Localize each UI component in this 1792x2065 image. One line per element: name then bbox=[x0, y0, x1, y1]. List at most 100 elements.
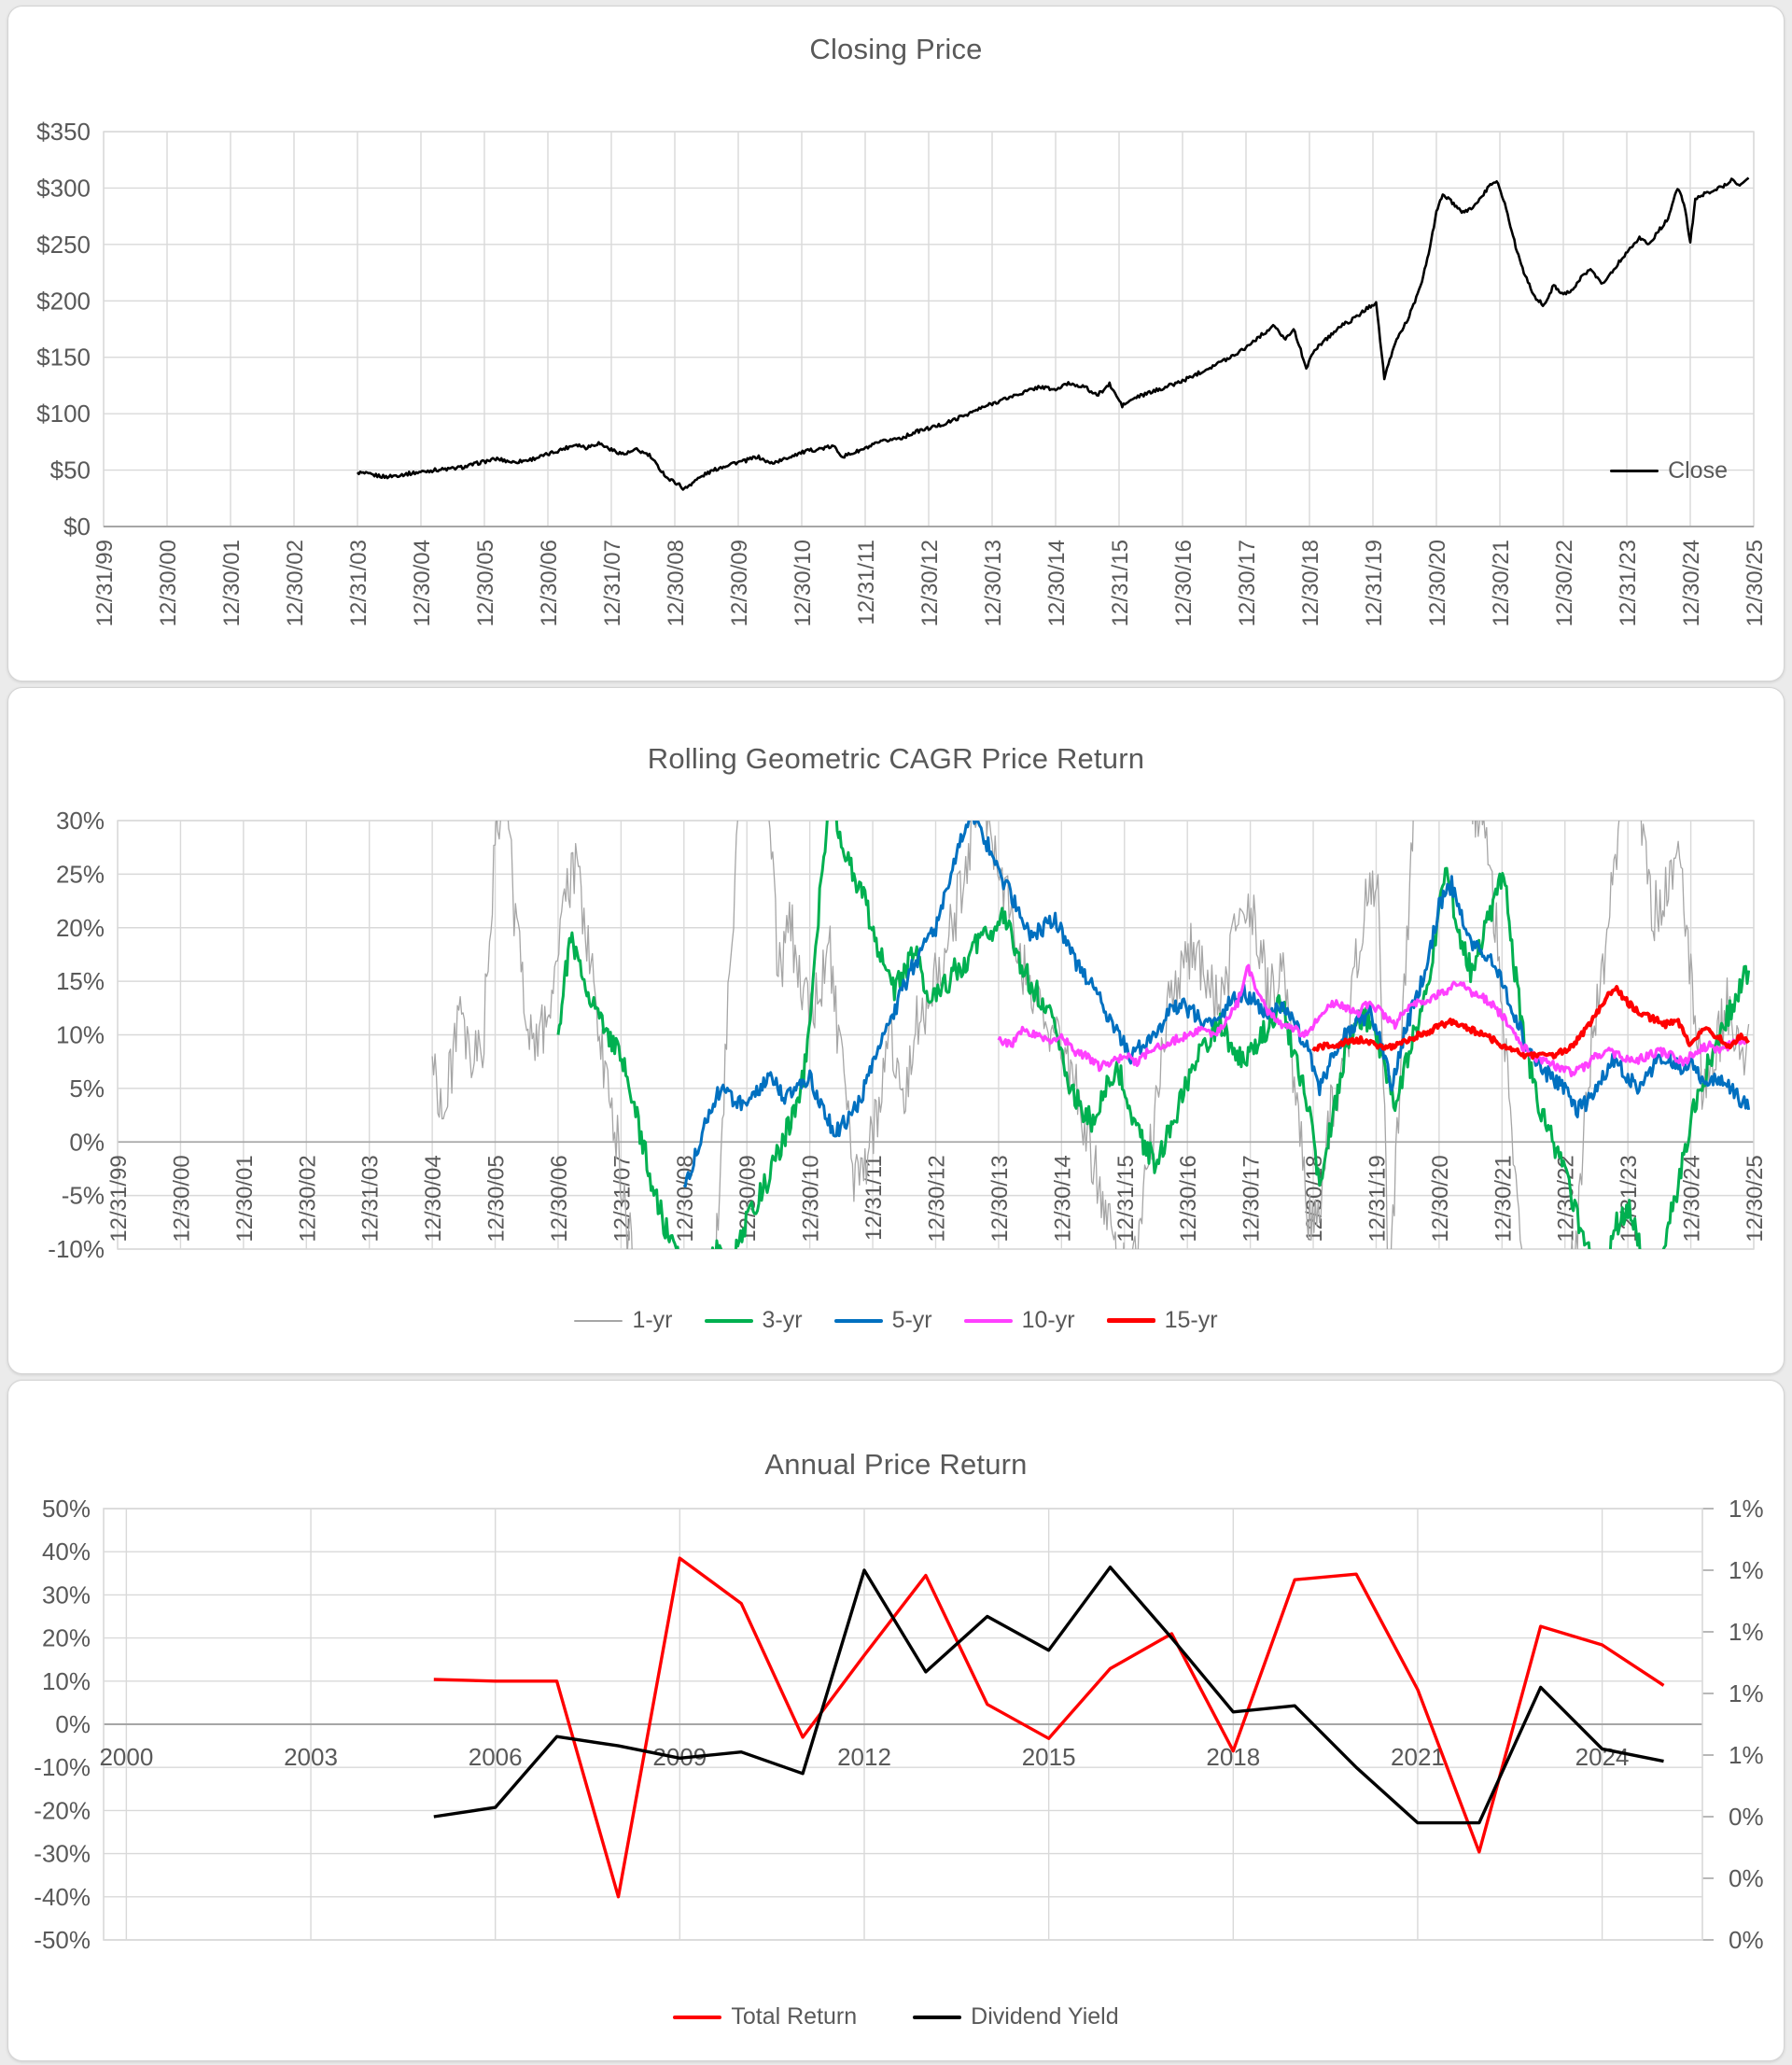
svg-text:12/30/08: 12/30/08 bbox=[664, 540, 689, 626]
15yr-line-swatch bbox=[1106, 1318, 1155, 1323]
annual-return-plot: 50% 40% 30% 20% 10% 0% -10% -20% -30% -40% -50% 1% 1… bbox=[34, 1495, 1764, 1954]
svg-text:12/30/21: 12/30/21 bbox=[1491, 1155, 1516, 1242]
svg-text:$300: $300 bbox=[36, 174, 91, 202]
legend-label-total-return: Total Return bbox=[731, 2003, 858, 2030]
legend-item-3yr: 3-yr bbox=[704, 1307, 803, 1334]
svg-text:12/30/13: 12/30/13 bbox=[987, 1155, 1013, 1242]
svg-text:12/31/03: 12/31/03 bbox=[358, 1155, 384, 1242]
svg-text:12/30/06: 12/30/06 bbox=[547, 1155, 572, 1242]
svg-text:12/31/07: 12/31/07 bbox=[600, 540, 625, 626]
svg-text:12/30/02: 12/30/02 bbox=[295, 1155, 320, 1242]
svg-text:30%: 30% bbox=[42, 1580, 91, 1608]
rolling-cagr-plot: 30% 25% 20% 15% 10% 5% 0% -5% -10%12/31/99 12/30/… bbox=[48, 807, 1768, 1263]
svg-text:12/31/03: 12/31/03 bbox=[346, 540, 371, 626]
svg-text:12/30/20: 12/30/20 bbox=[1425, 540, 1450, 626]
svg-text:12/31/99: 12/31/99 bbox=[92, 540, 118, 626]
svg-text:$250: $250 bbox=[36, 231, 91, 259]
svg-text:12/30/09: 12/30/09 bbox=[735, 1155, 761, 1242]
svg-text:12/30/14: 12/30/14 bbox=[1050, 1155, 1075, 1242]
svg-text:12/30/06: 12/30/06 bbox=[537, 540, 562, 626]
svg-text:12/30/01: 12/30/01 bbox=[219, 540, 245, 626]
svg-text:-40%: -40% bbox=[34, 1883, 91, 1911]
legend-close: Close bbox=[1610, 457, 1728, 485]
svg-text:10%: 10% bbox=[42, 1667, 91, 1695]
svg-text:0%: 0% bbox=[69, 1128, 105, 1156]
svg-text:12/30/22: 12/30/22 bbox=[1552, 540, 1577, 626]
svg-text:0%: 0% bbox=[1729, 1926, 1764, 1954]
svg-text:20%: 20% bbox=[56, 914, 105, 942]
svg-text:$100: $100 bbox=[36, 400, 91, 428]
legend-label-5yr: 5-yr bbox=[891, 1307, 932, 1333]
svg-text:12/30/04: 12/30/04 bbox=[421, 1155, 446, 1242]
svg-text:12/30/10: 12/30/10 bbox=[791, 540, 816, 626]
svg-text:30%: 30% bbox=[56, 807, 105, 835]
svg-text:12/31/23: 12/31/23 bbox=[1617, 1155, 1642, 1242]
svg-text:50%: 50% bbox=[42, 1495, 91, 1523]
svg-text:2012: 2012 bbox=[837, 1743, 891, 1771]
svg-text:12/30/18: 12/30/18 bbox=[1298, 540, 1323, 626]
svg-text:1%: 1% bbox=[1729, 1618, 1764, 1646]
svg-text:12/31/19: 12/31/19 bbox=[1362, 540, 1387, 626]
closing-price-card: Closing Price 12/31/99 12/30/00 12/30/01 12… bbox=[7, 6, 1785, 681]
svg-text:12/30/09: 12/30/09 bbox=[727, 540, 752, 626]
legend-item-close: Close bbox=[1610, 457, 1728, 485]
legend-label-1yr: 1-yr bbox=[632, 1307, 673, 1333]
legend-rolling-cagr: 1-yr 3-yr 5-yr 10-yr 15-yr bbox=[8, 1307, 1784, 1334]
svg-text:12/31/15: 12/31/15 bbox=[1113, 1155, 1139, 1242]
legend-item-15yr: 15-yr bbox=[1106, 1307, 1218, 1334]
svg-text:12/30/25: 12/30/25 bbox=[1743, 1155, 1768, 1242]
legend-label-close: Close bbox=[1668, 457, 1728, 484]
svg-text:5%: 5% bbox=[69, 1075, 105, 1103]
chart-title-closing-price: Closing Price bbox=[809, 33, 983, 65]
3yr-line-swatch bbox=[704, 1318, 753, 1323]
svg-text:12/30/10: 12/30/10 bbox=[799, 1155, 824, 1242]
svg-text:12/30/16: 12/30/16 bbox=[1171, 540, 1197, 626]
svg-text:$350: $350 bbox=[36, 118, 91, 146]
svg-text:12/30/00: 12/30/00 bbox=[169, 1155, 194, 1242]
svg-text:12/30/16: 12/30/16 bbox=[1176, 1155, 1201, 1242]
total-return-line-swatch bbox=[673, 2015, 722, 2019]
legend-label-10yr: 10-yr bbox=[1021, 1307, 1075, 1333]
svg-text:0%: 0% bbox=[55, 1710, 91, 1738]
svg-text:12/30/24: 12/30/24 bbox=[1680, 1155, 1705, 1242]
svg-text:1%: 1% bbox=[1729, 1741, 1764, 1769]
svg-text:0%: 0% bbox=[1729, 1864, 1764, 1892]
svg-text:-10%: -10% bbox=[48, 1235, 105, 1263]
svg-text:-20%: -20% bbox=[34, 1796, 91, 1824]
svg-text:12/30/02: 12/30/02 bbox=[283, 540, 308, 626]
svg-text:12/30/13: 12/30/13 bbox=[981, 540, 1006, 626]
svg-text:40%: 40% bbox=[42, 1538, 91, 1566]
svg-text:12/30/17: 12/30/17 bbox=[1235, 540, 1260, 626]
svg-text:1%: 1% bbox=[1729, 1556, 1764, 1584]
svg-text:12/30/17: 12/30/17 bbox=[1239, 1155, 1265, 1242]
legend-item-dividend-yield: Dividend Yield bbox=[913, 2003, 1119, 2030]
svg-text:-5%: -5% bbox=[62, 1182, 105, 1210]
svg-text:25%: 25% bbox=[56, 860, 105, 888]
annual-return-card: Annual Price Return 50% 40% 30% 20% 10% 0% -10… bbox=[7, 1380, 1785, 2061]
svg-text:12/30/14: 12/30/14 bbox=[1044, 540, 1070, 626]
svg-text:$150: $150 bbox=[36, 344, 91, 372]
svg-text:12/30/04: 12/30/04 bbox=[410, 540, 435, 626]
svg-text:$0: $0 bbox=[63, 513, 91, 541]
rolling-cagr-card: Rolling Geometric CAGR Price Return 30% 2… bbox=[7, 687, 1785, 1374]
svg-text:0%: 0% bbox=[1729, 1803, 1764, 1831]
svg-text:1%: 1% bbox=[1729, 1679, 1764, 1707]
svg-text:12/30/00: 12/30/00 bbox=[156, 540, 181, 626]
svg-text:2015: 2015 bbox=[1022, 1743, 1076, 1771]
svg-text:-10%: -10% bbox=[34, 1753, 91, 1781]
svg-text:12/30/01: 12/30/01 bbox=[232, 1155, 258, 1242]
svg-text:15%: 15% bbox=[56, 967, 105, 995]
svg-text:1%: 1% bbox=[1729, 1495, 1764, 1523]
svg-text:2021: 2021 bbox=[1391, 1743, 1445, 1771]
svg-text:12/31/11: 12/31/11 bbox=[854, 540, 879, 625]
chart-title-annual-return: Annual Price Return bbox=[764, 1448, 1028, 1481]
dividend-yield-line-swatch bbox=[913, 2015, 962, 2019]
legend-annual-return: Total Return Dividend Yield bbox=[8, 2003, 1784, 2030]
svg-text:12/30/25: 12/30/25 bbox=[1743, 540, 1768, 626]
legend-item-total-return: Total Return bbox=[673, 2003, 857, 2030]
legend-label-3yr: 3-yr bbox=[762, 1307, 803, 1333]
svg-text:12/30/05: 12/30/05 bbox=[484, 1155, 510, 1242]
svg-text:12/30/05: 12/30/05 bbox=[473, 540, 498, 626]
svg-text:$200: $200 bbox=[36, 287, 91, 315]
svg-text:12/31/23: 12/31/23 bbox=[1616, 540, 1641, 626]
